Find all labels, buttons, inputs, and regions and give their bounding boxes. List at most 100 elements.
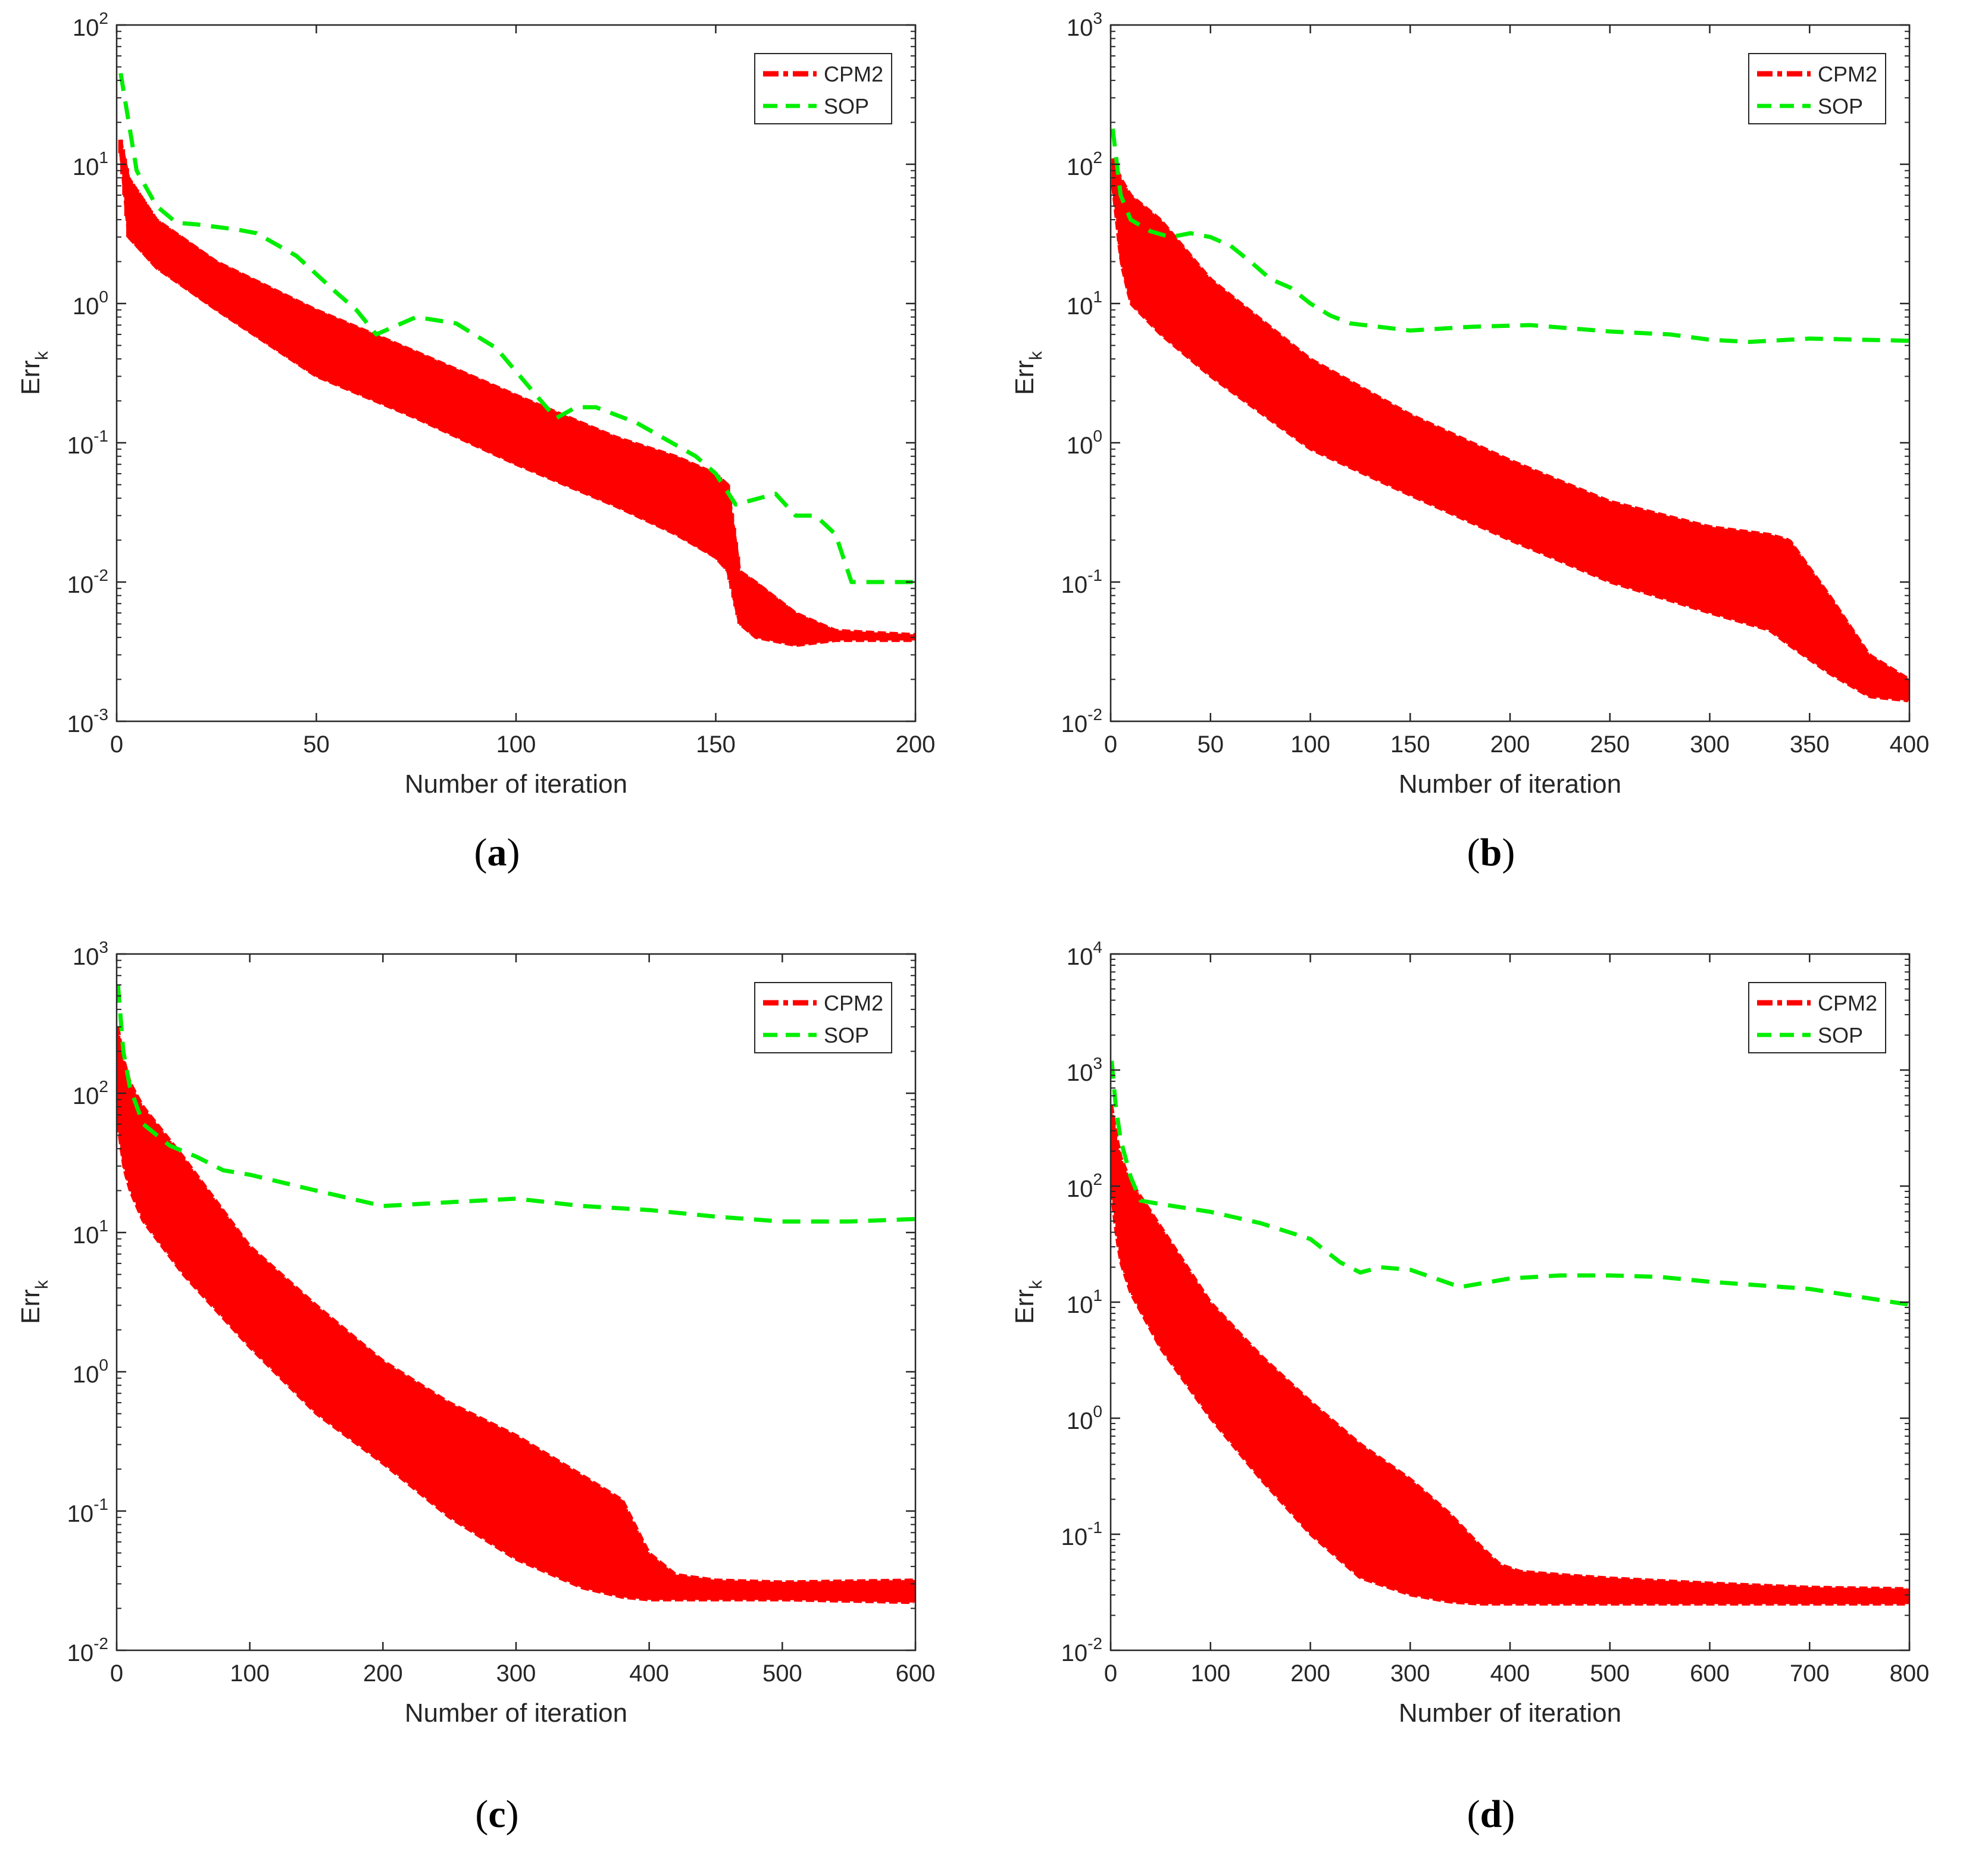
plot-area-c	[117, 984, 915, 1604]
y-axis-label-d: Errk	[1010, 1280, 1046, 1324]
caption-d: (d)	[1467, 1793, 1515, 1836]
chart-panel-b: 0 50 100 150 200 250 300 350 400 10-2 10-1 100 101 10…	[994, 0, 1988, 929]
series-line-cpm2-b	[1111, 158, 1909, 701]
y-tick-label-c: 102	[73, 1077, 108, 1109]
y-tick-label-a: 101	[73, 148, 108, 180]
series-line-sop-a	[118, 73, 915, 584]
y-tick-label-b: 10-2	[1061, 705, 1102, 737]
caption-letter-a: a	[487, 831, 507, 874]
x-tick-label-d: 500	[1590, 1660, 1630, 1687]
caption-letter-d: d	[1480, 1793, 1502, 1836]
legend-box-d	[1748, 982, 1886, 1053]
legend-label-sop-d: SOP	[1818, 1023, 1863, 1047]
x-axis-label-c: Number of iteration	[405, 1699, 627, 1728]
y-tick-label-c: 10-2	[67, 1634, 108, 1666]
x-tick-label-c: 600	[896, 1660, 936, 1687]
chart-panel-d: 0 100 200 300 400 500 600 700 800 10-2 10-1 100 101 1…	[994, 929, 1988, 1858]
x-tick-label-b: 300	[1690, 731, 1730, 758]
x-tick-label-b: 50	[1198, 731, 1224, 758]
x-tick-label-b: 400	[1890, 731, 1930, 758]
legend-box-a	[754, 53, 892, 124]
chart-svg-b: 0 50 100 150 200 250 300 350 400 10-2 10-1 100 101 10…	[1010, 9, 1930, 799]
x-tick-label-a: 50	[303, 731, 330, 758]
x-tick-label-c: 200	[363, 1660, 403, 1687]
chart-panel-a: 0 50 100 150 200 10-3 10-2 10-1 100 101 102 Number …	[0, 0, 994, 929]
legend-label-cpm2-a: CPM2	[824, 62, 883, 86]
x-tick-label-d: 200	[1290, 1660, 1330, 1687]
x-tick-label-a: 100	[496, 731, 536, 758]
chart-panel-c: 0 100 200 300 400 500 600 10-2 10-1 100 101 102 103 N…	[0, 929, 994, 1858]
y-tick-label-d: 101	[1067, 1286, 1102, 1318]
series-lower-edge-cpm2-c	[117, 1124, 914, 1604]
y-tick-label-c: 101	[73, 1216, 108, 1249]
y-tick-label-a: 102	[73, 9, 108, 41]
x-tick-label-b: 150	[1390, 731, 1430, 758]
caption-c: (c)	[475, 1793, 519, 1836]
y-axis-label-a: Errk	[16, 351, 52, 395]
y-tick-label-b: 10-1	[1061, 566, 1102, 598]
legend-label-cpm2-c: CPM2	[824, 991, 883, 1015]
x-tick-label-c: 500	[762, 1660, 802, 1687]
x-tick-label-d: 600	[1690, 1660, 1730, 1687]
legend-label-sop-c: SOP	[824, 1023, 869, 1047]
x-tick-label-a: 0	[110, 731, 123, 758]
caption-letter-b: b	[1480, 831, 1502, 874]
series-line-sop-d	[1111, 1061, 1909, 1307]
y-tick-label-b: 102	[1067, 148, 1102, 180]
y-tick-label-d: 100	[1067, 1402, 1102, 1434]
plot-area-a	[118, 73, 915, 648]
y-tick-label-a: 100	[73, 287, 108, 320]
x-tick-label-a: 200	[896, 731, 936, 758]
plot-area-d	[1111, 1061, 1909, 1606]
y-tick-label-a: 10-3	[67, 705, 108, 737]
series-cpm2-d	[1111, 1105, 1909, 1606]
x-tick-label-c: 300	[496, 1660, 536, 1687]
legend-box-b	[1748, 53, 1886, 124]
axes-box-d	[1109, 953, 1911, 1651]
series-cpm2-c	[117, 1026, 915, 1604]
series-upper-edge-cpm2-c	[117, 1026, 914, 1584]
plot-area-b	[1111, 128, 1909, 703]
chart-svg-c: 0 100 200 300 400 500 600 10-2 10-1 100 101 102 103 N…	[16, 938, 936, 1728]
x-tick-label-a: 150	[696, 731, 736, 758]
x-tick-label-d: 400	[1490, 1660, 1530, 1687]
series-line-cpm2-c	[117, 1027, 915, 1603]
chart-svg-a: 0 50 100 150 200 10-3 10-2 10-1 100 101 102 Number …	[16, 9, 936, 799]
y-tick-label-d: 10-2	[1061, 1634, 1102, 1666]
x-axis-label-a: Number of iteration	[405, 770, 627, 799]
series-lower-edge-cpm2-d	[1111, 1191, 1908, 1606]
series-upper-edge-cpm2-d	[1111, 1105, 1908, 1590]
x-tick-label-b: 0	[1104, 731, 1117, 758]
series-lower-edge-cpm2-b	[1111, 185, 1909, 703]
x-tick-label-b: 100	[1290, 731, 1330, 758]
series-cpm2-a	[118, 139, 915, 648]
series-line-sop-b	[1111, 128, 1909, 344]
x-tick-label-b: 200	[1490, 731, 1530, 758]
x-tick-label-c: 100	[230, 1660, 270, 1687]
y-tick-label-a: 10-2	[67, 566, 108, 598]
series-lower-edge-cpm2-a	[119, 153, 915, 648]
y-tick-label-c: 103	[73, 938, 108, 970]
x-tick-label-b: 250	[1590, 731, 1630, 758]
legend-c: CPM2 SOP	[754, 982, 892, 1053]
x-tick-label-d: 100	[1190, 1660, 1230, 1687]
x-axis-label-b: Number of iteration	[1399, 770, 1621, 799]
y-tick-label-d: 10-1	[1061, 1518, 1102, 1550]
x-tick-label-b: 350	[1790, 731, 1830, 758]
legend-label-sop-a: SOP	[824, 94, 869, 118]
x-tick-label-c: 0	[110, 1660, 123, 1687]
series-line-cpm2-a	[118, 139, 915, 646]
y-tick-label-d: 103	[1067, 1054, 1102, 1086]
y-axis-label-c: Errk	[16, 1280, 52, 1324]
y-tick-label-b: 100	[1067, 427, 1102, 459]
series-upper-edge-cpm2-a	[119, 139, 915, 636]
caption-b: (b)	[1467, 831, 1515, 874]
y-tick-label-b: 103	[1067, 9, 1102, 41]
legend-b: CPM2 SOP	[1748, 53, 1886, 124]
chart-svg-d: 0 100 200 300 400 500 600 700 800 10-2 10-1 100 101 1…	[1010, 938, 1929, 1728]
x-tick-label-d: 700	[1790, 1660, 1830, 1687]
legend-a: CPM2 SOP	[754, 53, 892, 124]
series-upper-edge-cpm2-b	[1111, 158, 1909, 680]
y-tick-label-a: 10-1	[67, 427, 108, 459]
legend-label-cpm2-d: CPM2	[1818, 991, 1877, 1015]
